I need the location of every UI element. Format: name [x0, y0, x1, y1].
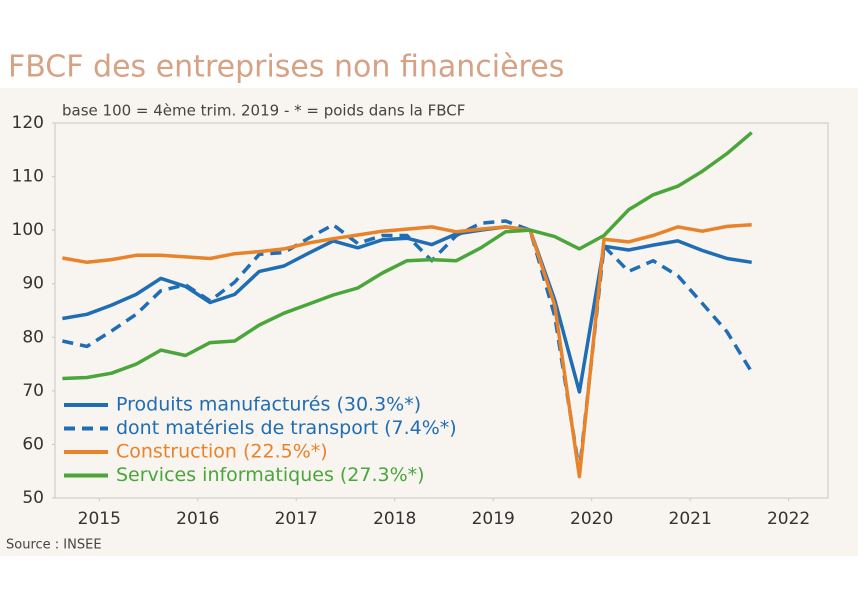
y-tick-label: 100 [12, 220, 44, 240]
x-tick-label: 2016 [176, 509, 219, 529]
series-line [62, 219, 754, 473]
series-line [62, 225, 752, 394]
source: Source : INSEE [6, 538, 102, 553]
chart-background [0, 88, 858, 556]
x-tick-label: 2015 [78, 509, 121, 529]
legend-label: Construction (22.5%*) [116, 441, 328, 463]
y-tick-label: 50 [22, 488, 44, 508]
subtitle: base 100 = 4ème trim. 2019 - * = poids d… [62, 102, 465, 120]
plot-frame [54, 122, 829, 499]
y-tick-label: 70 [22, 381, 44, 401]
x-tick-label: 2022 [767, 509, 810, 529]
x-tick-label: 2019 [472, 509, 515, 529]
y-tick-label: 60 [22, 434, 44, 454]
x-tick-label: 2018 [373, 509, 416, 529]
y-tick-label: 80 [22, 327, 44, 347]
legend-label: dont matériels de transport (7.4%*) [116, 417, 457, 439]
series-line [62, 131, 753, 381]
x-tick-label: 2021 [669, 509, 712, 529]
series-line [62, 223, 752, 479]
y-tick-label: 110 [12, 167, 44, 187]
chart-title: FBCF des entreprises non financières [8, 50, 564, 85]
legend-label: Services informatiques (27.3%*) [116, 464, 425, 486]
y-tick-label: 120 [12, 113, 44, 133]
x-tick-label: 2020 [570, 509, 613, 529]
y-tick-label: 90 [22, 274, 44, 294]
x-tick-label: 2017 [275, 509, 318, 529]
legend-label: Produits manufacturés (30.3%*) [116, 394, 421, 416]
